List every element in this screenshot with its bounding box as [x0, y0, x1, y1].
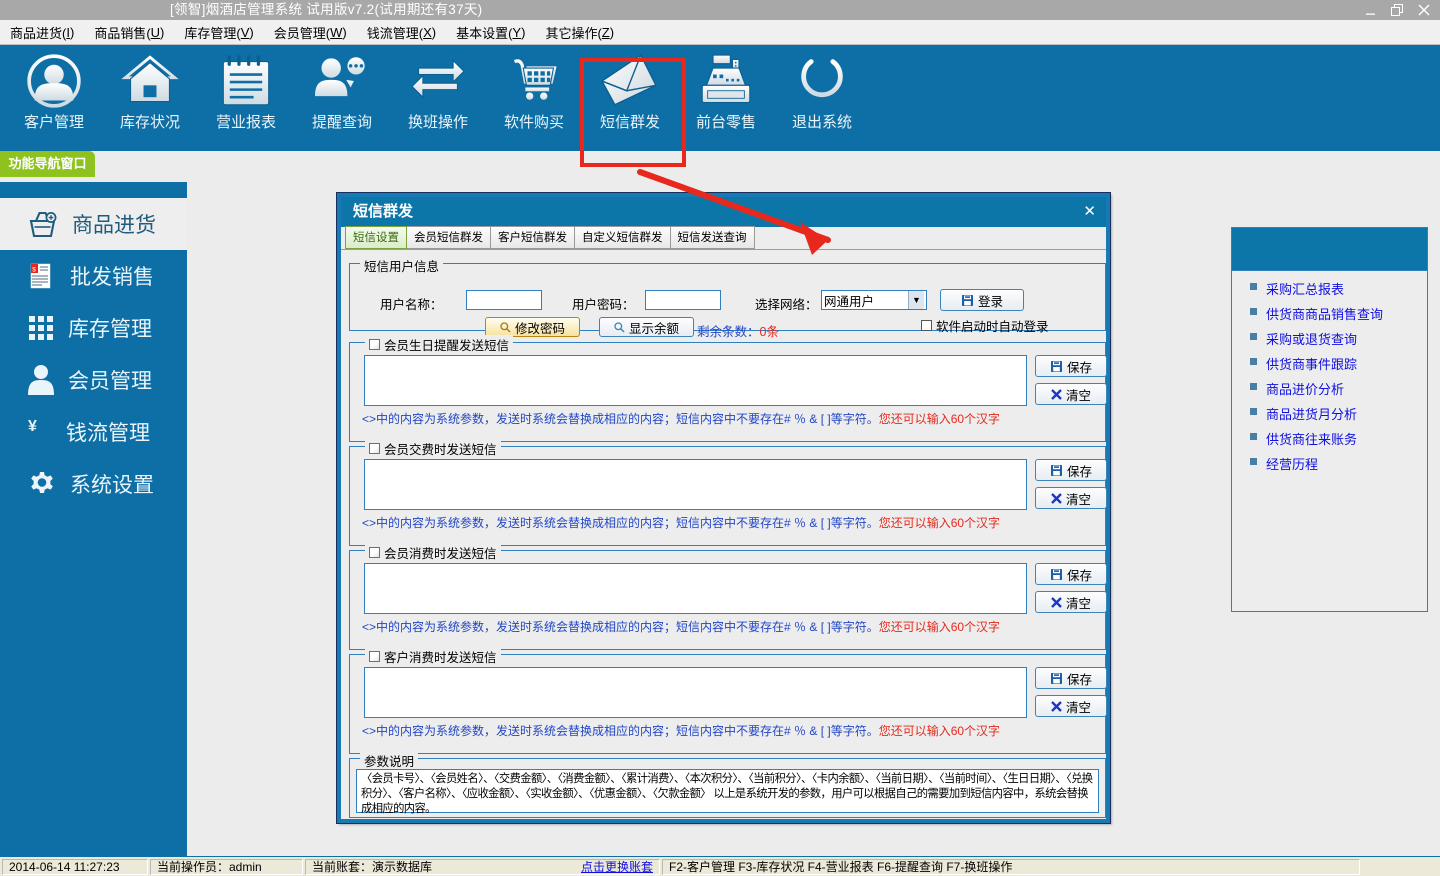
svg-text:$: $ — [32, 266, 36, 273]
svg-text:¥: ¥ — [28, 418, 37, 435]
